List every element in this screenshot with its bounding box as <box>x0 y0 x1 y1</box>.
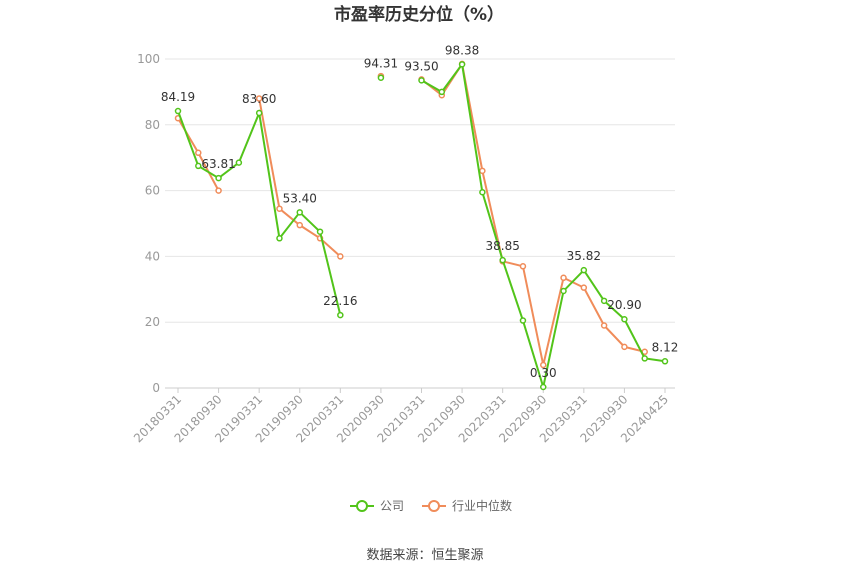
data-label: 0.30 <box>530 366 557 380</box>
data-point[interactable] <box>580 284 588 291</box>
data-label: 98.38 <box>445 43 479 57</box>
data-point[interactable] <box>215 174 222 182</box>
series-line-公司 <box>177 109 342 316</box>
data-point[interactable] <box>235 159 243 166</box>
data-point[interactable] <box>540 383 547 391</box>
data-point[interactable] <box>337 253 344 260</box>
legend-label: 行业中位数 <box>452 498 512 513</box>
data-point[interactable] <box>316 228 324 235</box>
data-point[interactable] <box>255 109 263 117</box>
series-line-行业中位数 <box>420 61 645 366</box>
data-point[interactable] <box>438 88 446 96</box>
data-point[interactable] <box>499 256 506 264</box>
source-note: 数据来源：恒生聚源 <box>366 548 483 563</box>
data-point[interactable] <box>276 205 283 212</box>
y-tick-label: 60 <box>145 184 160 198</box>
data-label: 84.19 <box>161 90 195 104</box>
series-line-公司 <box>421 61 666 388</box>
data-point[interactable] <box>479 188 486 196</box>
legend-item[interactable]: 公司 <box>350 499 404 513</box>
y-tick-label: 20 <box>145 315 160 329</box>
data-label: 94.31 <box>364 57 398 71</box>
data-point[interactable] <box>174 107 182 115</box>
data-point[interactable] <box>600 297 608 305</box>
series-line-行业中位数 <box>258 98 341 258</box>
grid-lines <box>165 58 675 389</box>
legend-item[interactable]: 行业中位数 <box>422 498 512 513</box>
y-tick-label: 40 <box>145 249 160 263</box>
data-labels: 84.19 63.81 83.60 53.40 22.16 94.31 93.50 98.38… <box>161 43 679 380</box>
data-label: 20.90 <box>607 298 641 312</box>
data-point[interactable] <box>195 149 202 157</box>
data-point[interactable] <box>621 343 628 351</box>
data-point[interactable] <box>296 221 303 229</box>
data-point[interactable] <box>519 263 527 270</box>
data-label: 35.82 <box>567 249 601 263</box>
data-point[interactable] <box>621 315 628 323</box>
legend-marker <box>428 500 440 512</box>
data-point[interactable] <box>600 322 608 329</box>
data-point[interactable] <box>337 311 344 319</box>
data-point[interactable] <box>540 361 547 369</box>
legend[interactable]: 公司 行业中位数 <box>350 498 512 513</box>
y-tick-label: 0 <box>152 381 160 395</box>
data-point[interactable] <box>377 74 385 81</box>
y-tick-label: 100 <box>137 52 160 66</box>
data-label: 8.12 <box>652 340 679 354</box>
data-point[interactable] <box>296 209 303 216</box>
data-point[interactable] <box>195 162 202 170</box>
data-label: 93.50 <box>404 59 438 73</box>
chart-title: 市盈率历史分位（%） <box>334 4 504 25</box>
data-point[interactable] <box>479 167 486 175</box>
y-tick-label: 80 <box>145 118 160 132</box>
data-point[interactable] <box>255 95 263 102</box>
data-point[interactable] <box>560 274 567 282</box>
data-label: 38.85 <box>485 239 519 253</box>
data-label: 22.16 <box>323 294 357 308</box>
data-label: 83.60 <box>242 92 276 106</box>
x-axis: 2018033120180930201903312019093020200331… <box>131 388 671 445</box>
data-point[interactable] <box>580 266 588 274</box>
data-label: 63.81 <box>201 157 235 171</box>
data-label: 53.40 <box>283 191 317 205</box>
series-layer <box>174 60 669 391</box>
data-point[interactable] <box>458 61 466 68</box>
legend-marker <box>356 500 368 512</box>
y-axis: 0 20 40 60 80 100 <box>137 52 160 395</box>
data-point[interactable] <box>519 317 527 324</box>
data-point[interactable] <box>641 355 648 362</box>
data-point[interactable] <box>560 287 567 295</box>
legend-label: 公司 <box>380 499 404 513</box>
data-point[interactable] <box>276 235 283 242</box>
data-point[interactable] <box>418 77 425 84</box>
data-point[interactable] <box>661 358 669 365</box>
data-point[interactable] <box>215 187 222 194</box>
